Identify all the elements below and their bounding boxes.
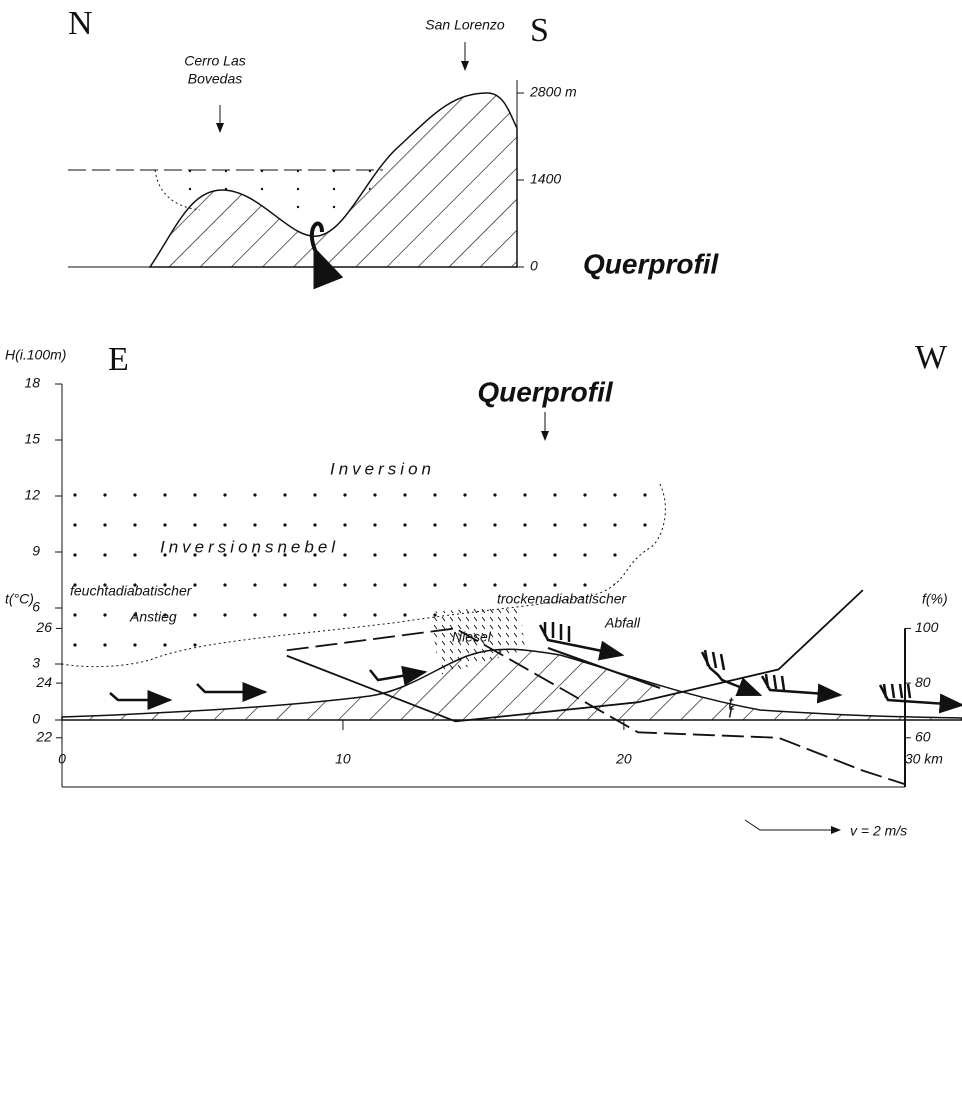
inversion-label: Inversion — [330, 459, 435, 478]
profile-label: Querprofil — [583, 248, 720, 279]
y-tick-label: 18 — [24, 375, 40, 391]
y2-tick-label: 60 — [915, 728, 931, 744]
y-tick-label: 9 — [32, 543, 40, 559]
fog-label: Inversionsnebel — [160, 537, 339, 556]
tick-label: 0 — [530, 258, 538, 274]
x-tick-label: 20 — [615, 751, 632, 767]
south-label: S — [530, 12, 549, 49]
drizzle-label: Niesel — [452, 629, 492, 645]
peak-label: Cerro Las — [184, 53, 245, 69]
x-tick-label: 30 km — [905, 751, 943, 767]
west-label: W — [915, 339, 948, 376]
scale-arrow — [745, 820, 840, 830]
y-tick-label: 3 — [32, 655, 40, 671]
figure: N S San Lorenzo Cerro Las Bovedas Querpr… — [0, 0, 962, 1109]
y-tick-label: 22 — [35, 728, 52, 744]
y-tick-label: 26 — [35, 619, 52, 635]
y-axis-title: t(°C) — [5, 591, 34, 607]
y2-tick-label: 100 — [915, 619, 939, 635]
fog-area — [62, 484, 665, 667]
ns-profile: N S San Lorenzo Cerro Las Bovedas Querpr… — [68, 5, 720, 280]
north-label: N — [68, 5, 93, 42]
annotation: trockenadiabatischer — [497, 591, 628, 607]
y2-tick-label: 80 — [915, 674, 931, 690]
peak-label: Bovedas — [188, 71, 242, 87]
y-tick-label: 0 — [32, 711, 40, 727]
axis-title: H(i.100m) — [5, 347, 66, 363]
ew-section: H(i.100m) E W Querprofil Inversion Inver… — [5, 339, 962, 767]
y-tick-label: 15 — [24, 431, 40, 447]
y2-axis-title: f(%) — [922, 591, 948, 607]
tick-label: 1400 — [530, 171, 561, 187]
annotation: Anstieg — [129, 609, 177, 625]
annotation: v = 2 m/s — [850, 823, 907, 839]
y-tick-label: 24 — [35, 674, 52, 690]
y-tick-label: 12 — [24, 487, 40, 503]
east-label: E — [108, 341, 129, 378]
marker-label: Querprofil — [477, 376, 614, 407]
x-tick-label: 10 — [335, 751, 351, 767]
peak-label: San Lorenzo — [425, 17, 505, 33]
tick-label: 2800 m — [529, 84, 577, 100]
annotation: feuchtadiabatischer — [70, 583, 193, 599]
annotation: Abfall — [604, 615, 641, 631]
